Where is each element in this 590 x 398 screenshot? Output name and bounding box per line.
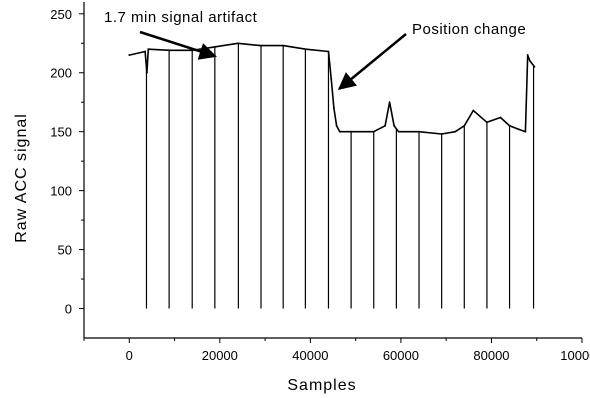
- data-point: [327, 50, 330, 53]
- data-point: [472, 109, 475, 112]
- axes: 0 50 100 150 200 250 0 20000 40000 60000 80000 1000…: [50, 2, 590, 363]
- data-point: [529, 60, 531, 62]
- data-point: [304, 48, 307, 51]
- y-tick-label: 50: [58, 243, 72, 258]
- x-tick-label: 100000: [560, 348, 590, 363]
- y-tick-label: 0: [65, 302, 72, 317]
- data-point: [499, 116, 502, 119]
- annotation-position-arrow: [337, 33, 407, 90]
- data-point: [282, 44, 285, 47]
- annotations: 1.7 min signal artifact Position change: [104, 9, 526, 90]
- data-point: [454, 130, 457, 133]
- plot-area: [128, 42, 536, 309]
- data-point: [214, 45, 217, 48]
- data-point: [508, 124, 511, 127]
- y-axis-title: Raw ACC signal: [13, 113, 30, 243]
- series-line: [129, 42, 536, 135]
- data-point: [237, 42, 239, 45]
- annotation-artifact-label: 1.7 min signal artifact: [104, 9, 258, 26]
- data-point: [147, 48, 150, 51]
- data-point: [333, 107, 335, 110]
- data-point: [384, 124, 386, 127]
- x-axis-title: Samples: [287, 377, 356, 394]
- data-point: [330, 77, 333, 80]
- y-tick-label: 150: [50, 125, 72, 140]
- y-tick-label: 200: [50, 66, 72, 81]
- x-tick-label: 0: [126, 348, 133, 363]
- data-point: [350, 130, 353, 133]
- x-tick-label: 60000: [383, 348, 419, 363]
- x-tick-label: 40000: [292, 348, 328, 363]
- y-tick-label: 250: [50, 7, 72, 22]
- data-point: [144, 50, 147, 53]
- x-tick-label: 80000: [473, 348, 509, 363]
- data-point: [463, 124, 466, 127]
- x-tick-label: 20000: [202, 348, 238, 363]
- data-point: [524, 130, 527, 133]
- data-point: [517, 128, 520, 131]
- data-point: [397, 130, 400, 133]
- annotation-position-label: Position change: [412, 21, 526, 38]
- data-point: [526, 54, 529, 56]
- y-tick-label: 100: [50, 184, 72, 199]
- data-point: [146, 71, 148, 74]
- data-point: [169, 49, 171, 52]
- data-point: [335, 124, 338, 127]
- annotation-artifact-arrow: [139, 30, 217, 60]
- data-point: [440, 133, 443, 135]
- data-point: [418, 130, 420, 133]
- data-point: [128, 54, 131, 56]
- data-point: [388, 101, 391, 104]
- data-point: [486, 121, 488, 124]
- data-point: [259, 44, 262, 47]
- data-point: [372, 130, 375, 133]
- data-point: [393, 124, 396, 127]
- data-point: [533, 65, 536, 68]
- data-point: [338, 130, 341, 133]
